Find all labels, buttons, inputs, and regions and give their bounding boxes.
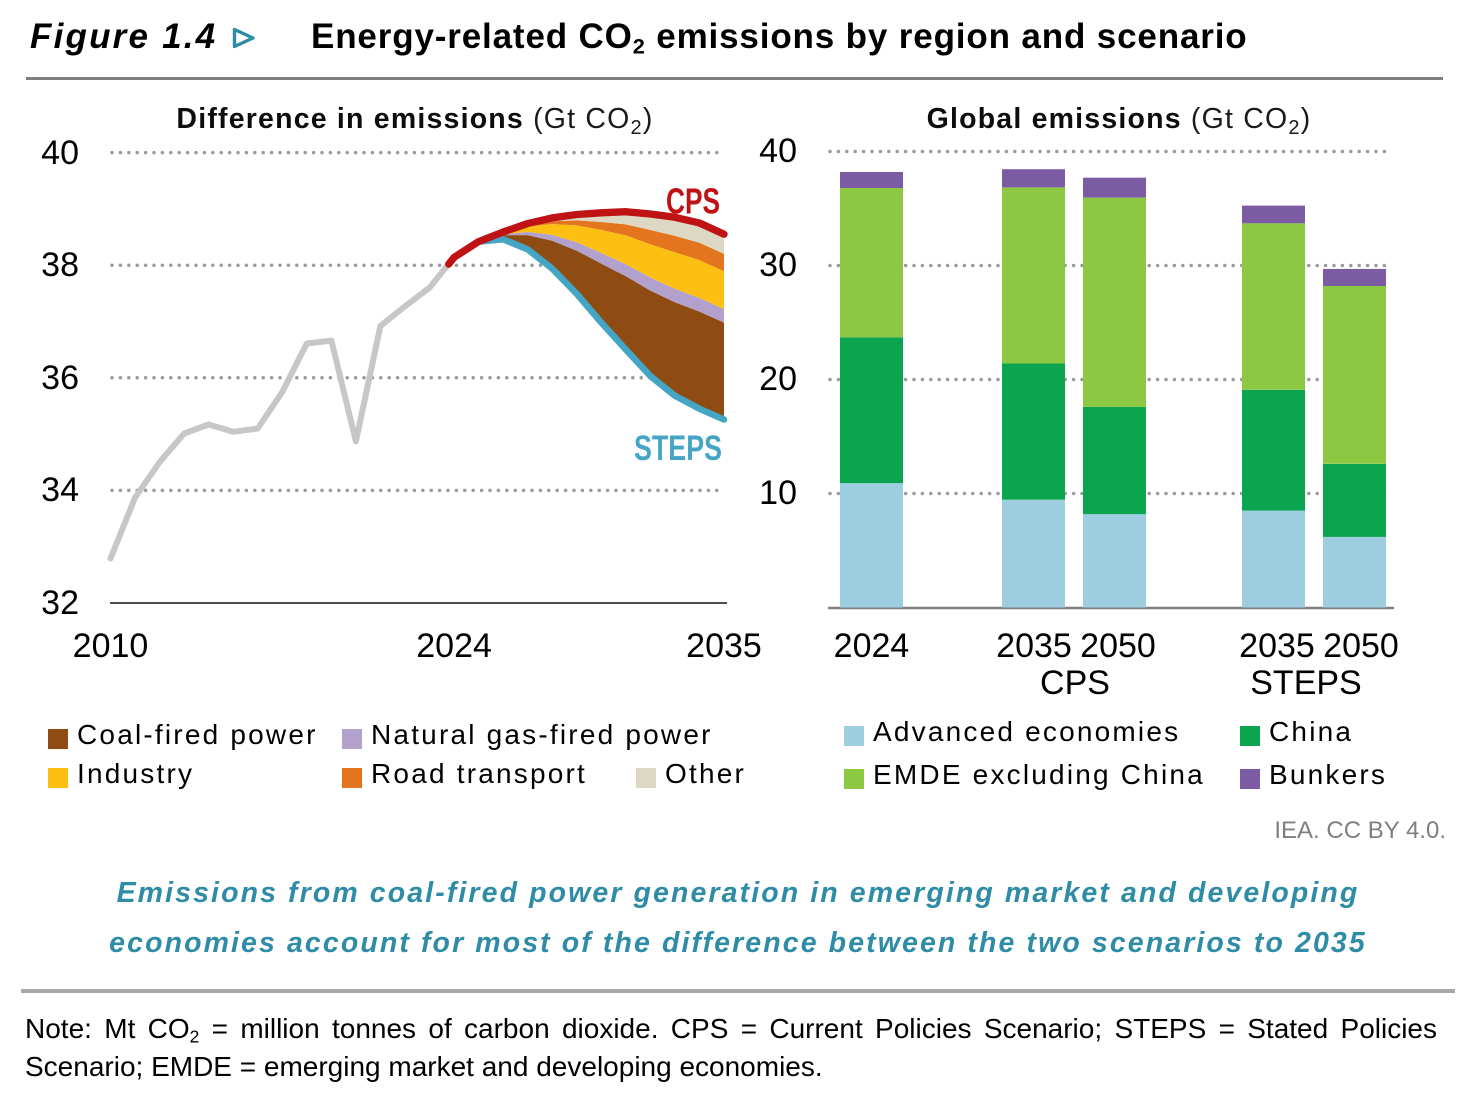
svg-text:Difference in emissions (Gt CO: Difference in emissions (Gt CO2) [176, 103, 653, 139]
svg-text:2035: 2035 [1239, 627, 1315, 665]
svg-text:10: 10 [759, 474, 797, 512]
svg-text:36: 36 [41, 359, 79, 397]
svg-text:2010: 2010 [73, 627, 149, 665]
svg-text:20: 20 [759, 360, 797, 398]
svg-text:STEPS: STEPS [1250, 664, 1361, 702]
svg-text:2024: 2024 [416, 627, 492, 665]
svg-text:2050: 2050 [1323, 627, 1399, 665]
svg-text:STEPS: STEPS [634, 429, 722, 468]
svg-text:CPS: CPS [666, 181, 720, 222]
svg-text:Global emissions (Gt CO2): Global emissions (Gt CO2) [927, 103, 1312, 139]
svg-text:40: 40 [759, 132, 797, 170]
svg-text:34: 34 [41, 471, 79, 509]
svg-text:30: 30 [759, 246, 797, 284]
svg-text:2035: 2035 [996, 627, 1072, 665]
svg-text:40: 40 [41, 134, 79, 172]
svg-text:38: 38 [41, 246, 79, 284]
svg-text:2035: 2035 [686, 627, 762, 665]
svg-text:2050: 2050 [1080, 627, 1156, 665]
svg-text:32: 32 [41, 584, 79, 622]
svg-text:2024: 2024 [834, 627, 910, 665]
svg-text:CPS: CPS [1040, 664, 1110, 702]
